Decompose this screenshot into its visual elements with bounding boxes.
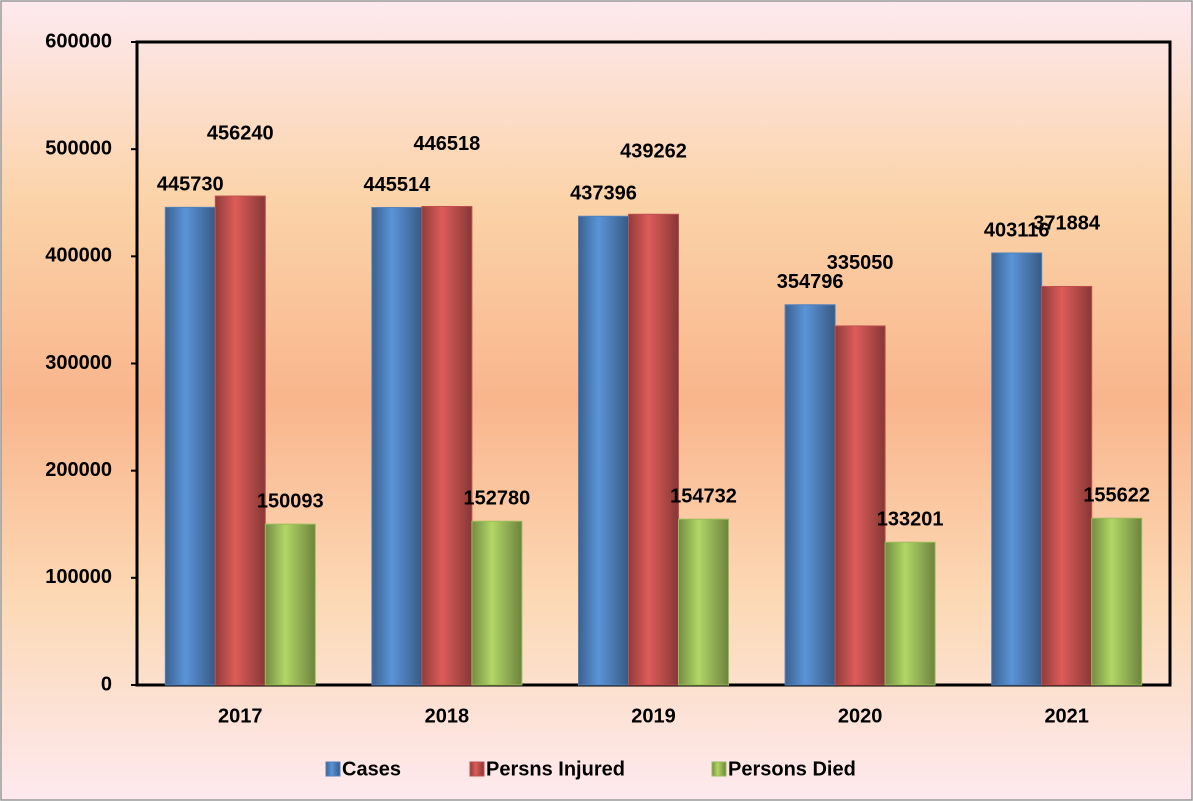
data-label: 335050 <box>827 252 894 274</box>
bar <box>578 215 629 686</box>
y-tick-label: 100000 <box>45 566 112 588</box>
bar <box>264 523 316 686</box>
bar <box>834 325 886 686</box>
data-label: 371884 <box>1033 213 1101 235</box>
data-label: 446518 <box>414 133 481 155</box>
y-tick-label: 200000 <box>45 459 112 481</box>
legend-label: Persons Died <box>728 758 856 780</box>
y-tick-label: 600000 <box>45 30 112 52</box>
data-label: 439262 <box>620 141 687 163</box>
data-label: 154732 <box>670 485 737 507</box>
data-label: 403116 <box>984 219 1050 241</box>
bar <box>628 213 679 686</box>
bar <box>214 195 266 686</box>
bar <box>884 541 936 686</box>
x-tick-label: 2017 <box>218 705 263 727</box>
data-label: 437396 <box>570 183 637 205</box>
y-tick-label: 500000 <box>45 137 112 159</box>
data-label: 445514 <box>364 174 432 196</box>
bar <box>1041 285 1093 686</box>
legend-label: Cases <box>342 758 401 780</box>
bar <box>371 207 423 686</box>
legend-swatch <box>711 761 727 777</box>
bar <box>1091 517 1143 686</box>
bar <box>471 520 523 686</box>
y-tick-label: 300000 <box>45 352 112 374</box>
data-label: 152780 <box>464 488 531 510</box>
y-tick-label: 0 <box>101 673 112 695</box>
data-label: 150093 <box>257 490 324 512</box>
y-tick-label: 400000 <box>45 245 112 267</box>
x-tick-label: 2018 <box>425 705 470 727</box>
data-label: 133201 <box>877 509 944 531</box>
data-label: 445730 <box>157 174 224 196</box>
x-tick-label: 2019 <box>631 705 676 727</box>
bar <box>678 518 729 686</box>
x-tick-label: 2021 <box>1044 705 1089 727</box>
data-label: 155622 <box>1083 485 1150 507</box>
data-label: 354796 <box>777 271 844 293</box>
bar <box>784 304 836 686</box>
legend-swatch <box>469 761 485 777</box>
bar <box>421 205 473 686</box>
data-label: 456240 <box>207 122 274 144</box>
bar <box>164 206 216 686</box>
legend-label: Persns Injured <box>486 758 625 780</box>
legend-swatch <box>325 761 341 777</box>
x-tick-label: 2020 <box>838 705 883 727</box>
bar <box>991 252 1043 686</box>
